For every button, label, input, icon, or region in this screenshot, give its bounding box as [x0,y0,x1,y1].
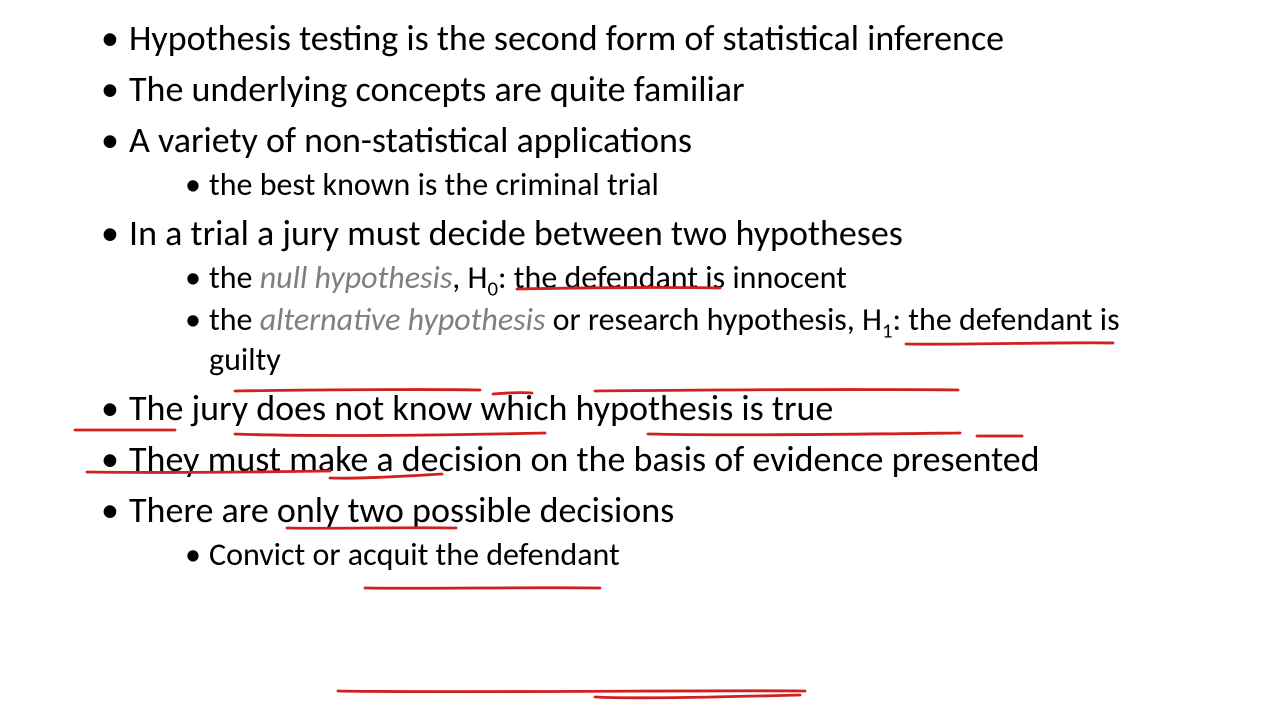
bullet-4-1: the null hypothesis, H0: the defendant i… [129,258,1185,298]
bullet-7-u: only two possible decisions [277,488,674,532]
bullet-list: Hypothesis testing is the second form of… [95,16,1185,575]
bullet-4-2: the alternative hypothesis or research h… [129,300,1185,380]
bullet-4-2-sub: 1 [882,317,893,343]
bullet-6-text: They must make a decision on the basis o… [129,437,1040,481]
bullet-7-1: Convict or acquit the defendant [129,535,1185,575]
bullet-5-u: does not [256,386,384,430]
underline-two-decisions [338,691,805,692]
bullet-7-1-text: Convict or acquit the defendant [209,535,620,574]
bullet-3-1-u: criminal trial [495,165,659,204]
underline-two-decisions-2 [595,695,800,698]
bullet-4-u: hypotheses [735,211,902,255]
slide-content: Hypothesis testing is the second form of… [0,0,1280,575]
bullet-3-1-pre: the best known is the [209,165,495,204]
bullet-6: They must make a decision on the basis o… [95,437,1185,482]
bullet-4-1-sub: 0 [487,275,498,301]
bullet-5-post: know which hypothesis is true [384,386,833,430]
bullet-2-text: The underlying concepts are quite famili… [129,67,745,111]
bullet-3-1: the best known is the criminal trial [129,165,1185,205]
bullet-4-pre: In a trial a jury must decide between tw… [129,211,735,255]
bullet-4: In a trial a jury must decide between tw… [95,211,1185,380]
bullet-4-1-post: : the defendant is innocent [498,258,847,297]
bullet-7: There are only two possible decisions Co… [95,488,1185,575]
bullet-4-1-pre: the [209,258,260,297]
underline-make-decision [365,588,600,589]
bullet-4-2-pre: the [209,300,260,339]
bullet-2: The underlying concepts are quite famili… [95,67,1185,112]
bullet-1: Hypothesis testing is the second form of… [95,16,1185,61]
bullet-5: The jury does not know which hypothesis … [95,386,1185,431]
bullet-3: A variety of non-statistical application… [95,118,1185,205]
bullet-4-1-null: null hypothesis [260,258,453,297]
bullet-4-2-mid: or research hypothesis, H [545,300,882,339]
bullet-4-1-mid: , H [452,258,487,297]
bullet-4-2-alt: alternative hypothesis [260,300,546,339]
bullet-5-pre: The jury [129,386,256,430]
bullet-1-text: Hypothesis testing is the second form of… [129,16,1004,60]
bullet-7-pre: There are [129,488,277,532]
bullet-3-text: A variety of non-statistical application… [129,118,692,162]
